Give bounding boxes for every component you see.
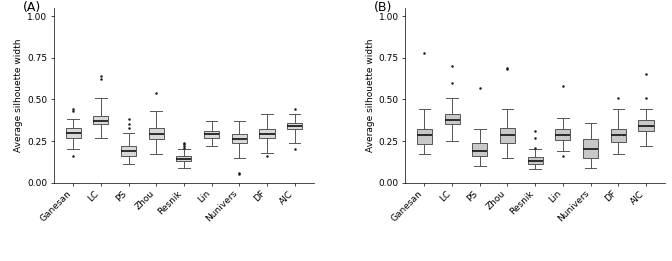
Bar [259,129,275,138]
Bar [444,114,460,124]
Bar [149,128,164,139]
Text: (A): (A) [23,1,41,14]
Bar [472,143,487,156]
Bar [417,129,432,144]
Bar [555,129,571,140]
Y-axis label: Average silhouette width: Average silhouette width [366,39,374,152]
Text: (B): (B) [374,1,392,14]
Bar [66,128,81,138]
Bar [287,123,302,129]
Bar [638,120,653,131]
Bar [93,116,108,124]
Bar [500,128,515,143]
Bar [583,139,598,158]
Bar [611,129,626,142]
Bar [528,157,543,164]
Bar [232,134,247,143]
Bar [176,156,192,161]
Bar [204,131,219,138]
Bar [121,146,136,156]
Y-axis label: Average silhouette width: Average silhouette width [14,39,24,152]
